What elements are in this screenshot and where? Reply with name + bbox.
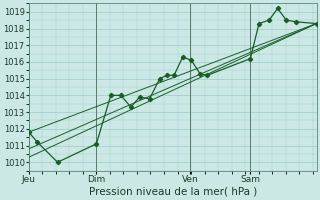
- X-axis label: Pression niveau de la mer( hPa ): Pression niveau de la mer( hPa ): [89, 187, 257, 197]
